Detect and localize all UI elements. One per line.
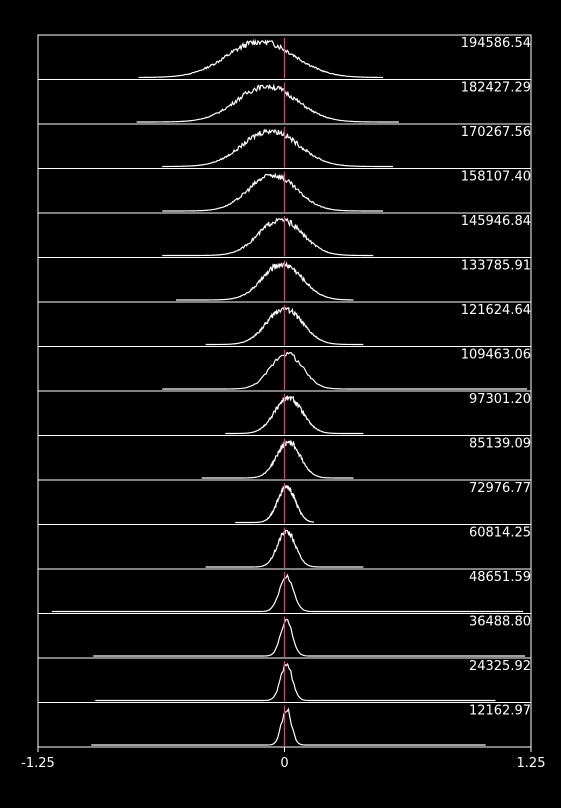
panel-label: 85139.09 <box>469 437 531 452</box>
panel-label: 133785.91 <box>461 259 531 274</box>
density-curve <box>225 394 364 435</box>
panel-label: 24325.92 <box>469 659 531 674</box>
density-curve <box>162 217 374 257</box>
ridge-panel: 97301.20 <box>37 390 532 436</box>
panel-label: 170267.56 <box>461 125 531 140</box>
panel-label: 36488.80 <box>469 615 531 630</box>
panel-label: 182427.29 <box>461 81 531 96</box>
x-axis: -1.25 0 1.25 <box>21 746 546 771</box>
ridge-panel: 121624.64 <box>37 301 532 347</box>
ridge-panel: 36488.80 <box>37 613 532 659</box>
panel-label: 72976.77 <box>469 481 531 496</box>
density-curve <box>136 83 399 123</box>
density-curve <box>95 662 496 702</box>
density-curve <box>91 707 486 746</box>
density-curve <box>51 573 524 613</box>
density-curve <box>201 439 354 479</box>
density-curve <box>176 261 354 301</box>
panel-label: 12162.97 <box>469 704 531 719</box>
ridge-panel: 24325.92 <box>37 657 532 703</box>
density-curve <box>93 618 526 657</box>
ridge-panel: 158107.40 <box>37 168 532 214</box>
ridge-panel: 170267.56 <box>37 123 532 169</box>
density-curve <box>162 128 393 168</box>
x-tick-label-left: -1.25 <box>21 756 55 771</box>
density-curve <box>162 351 528 390</box>
x-tick-label-right: 1.25 <box>517 756 546 771</box>
density-curve <box>162 172 384 212</box>
density-curve <box>138 38 384 79</box>
panel-label: 121624.64 <box>461 303 531 318</box>
panel-label: 158107.40 <box>461 170 531 185</box>
panel-label: 97301.20 <box>469 392 531 407</box>
panel-label: 145946.84 <box>461 214 531 229</box>
panel-label: 109463.06 <box>461 348 531 363</box>
panel-label: 48651.59 <box>469 570 531 585</box>
ridge-panel: 182427.29 <box>37 79 532 125</box>
panel-label: 194586.54 <box>461 36 531 51</box>
panel-label: 60814.25 <box>469 526 531 541</box>
ridge-panels: 194586.54 182427.29 170267.56 158107.40 1459… <box>37 34 532 748</box>
density-curve <box>235 485 315 524</box>
ridge-panel: 133785.91 <box>37 257 532 303</box>
x-tick-label-center: 0 <box>280 756 288 771</box>
